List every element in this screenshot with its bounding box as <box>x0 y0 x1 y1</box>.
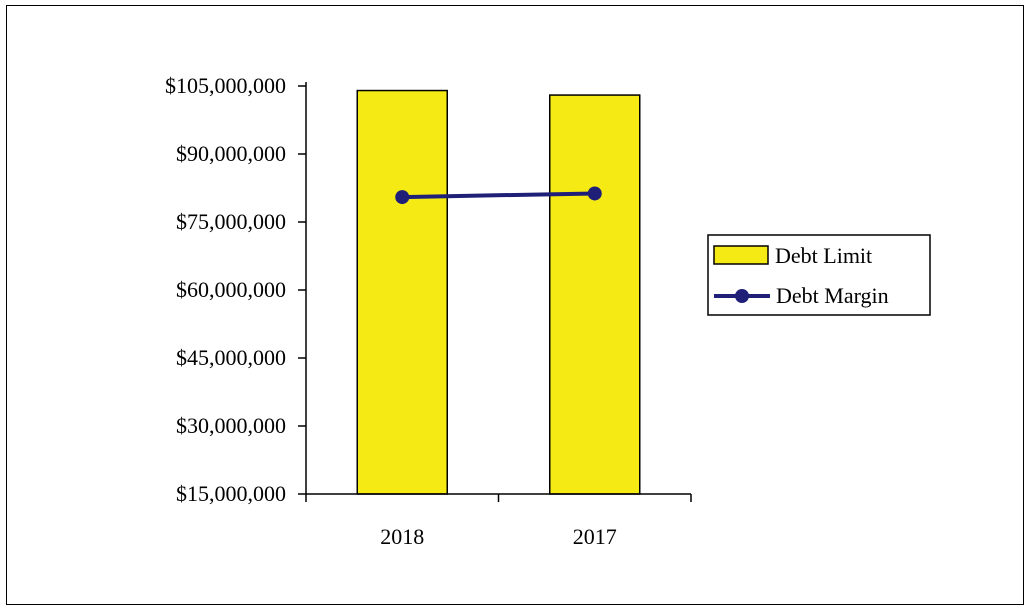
legend-label-debt-limit: Debt Limit <box>775 243 872 268</box>
legend-swatch-debt-limit <box>713 245 769 265</box>
legend: Debt Limit Debt Margin <box>707 234 931 316</box>
legend-label-debt-margin: Debt Margin <box>776 283 889 308</box>
y-tick-label: $75,000,000 <box>176 209 286 234</box>
y-tick-label: $45,000,000 <box>176 345 286 370</box>
debt-margin-point-2017 <box>587 186 602 201</box>
bar-2017 <box>549 94 641 495</box>
y-tick-label: $15,000,000 <box>176 481 286 506</box>
y-tick-label: $60,000,000 <box>176 277 286 302</box>
y-tick-label: $105,000,000 <box>165 73 286 98</box>
debt-margin-line <box>402 191 595 200</box>
x-tick-label-2018: 2018 <box>380 524 424 549</box>
bar-2018 <box>356 89 448 495</box>
debt-chart: $15,000,000 $30,000,000 $45,000,000 $60,000… <box>165 73 931 549</box>
y-tick-label: $30,000,000 <box>176 413 286 438</box>
debt-margin-point-2018 <box>395 190 410 205</box>
legend-swatch-debt-margin-marker <box>735 289 749 303</box>
y-tick-label: $90,000,000 <box>176 141 286 166</box>
x-tick-label-2017: 2017 <box>573 524 617 549</box>
